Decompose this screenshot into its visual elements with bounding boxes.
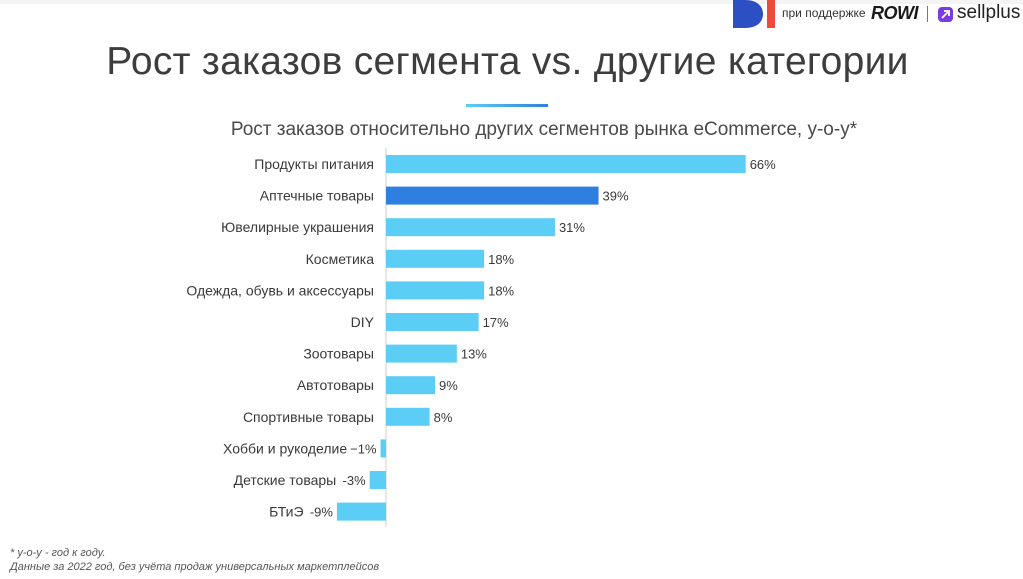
value-label-1: 39% bbox=[603, 189, 629, 204]
category-label-7: Автотовары bbox=[297, 377, 374, 393]
value-label-9: −1% bbox=[350, 441, 377, 456]
value-label-8: 8% bbox=[434, 410, 453, 425]
title-underline bbox=[466, 104, 548, 107]
category-label-5: DIY bbox=[351, 314, 375, 330]
chart-subtitle: Рост заказов относительно других сегмент… bbox=[230, 119, 858, 140]
bar-8 bbox=[386, 407, 430, 426]
value-label-5: 17% bbox=[483, 315, 509, 330]
sellplus-logo: sellplus bbox=[957, 2, 1021, 23]
bar-0 bbox=[386, 155, 746, 173]
bar-7 bbox=[386, 376, 436, 395]
bar-6 bbox=[386, 344, 457, 363]
value-label-4: 18% bbox=[488, 283, 514, 298]
bar-2 bbox=[386, 218, 555, 237]
value-label-10: -3% bbox=[343, 473, 367, 488]
category-label-3: Косметика bbox=[306, 251, 375, 267]
bar-10 bbox=[369, 471, 386, 489]
bar-5 bbox=[386, 313, 479, 331]
value-label-2: 31% bbox=[559, 220, 585, 235]
category-label-11: БТиЭ bbox=[269, 504, 303, 520]
bar-chart: 66% Продукты питания 39% Аптечные товары 31%… bbox=[186, 148, 776, 527]
value-label-7: 9% bbox=[439, 378, 458, 393]
value-label-11: -9% bbox=[310, 505, 334, 520]
bar-1 bbox=[386, 186, 599, 205]
support-text: при поддержке bbox=[782, 6, 866, 20]
value-label-0: 66% bbox=[750, 157, 776, 172]
category-label-6: Зоотовары bbox=[303, 346, 374, 362]
category-label-4: Одежда, обувь и аксессуары bbox=[186, 282, 374, 298]
value-label-3: 18% bbox=[488, 252, 514, 267]
category-label-9: Хобби и рукоделие bbox=[223, 440, 347, 456]
page-title: Рост заказов сегмента vs. другие категор… bbox=[106, 40, 909, 83]
category-label-0: Продукты питания bbox=[254, 156, 374, 172]
sellplus-arrow-icon bbox=[938, 7, 953, 22]
footnote-yoy: * у-о-у - год к году. bbox=[10, 547, 106, 559]
bar-11 bbox=[336, 502, 386, 521]
value-label-6: 13% bbox=[461, 347, 487, 362]
rowi-logo: ROWI bbox=[871, 3, 919, 23]
di-logo-icon bbox=[733, 0, 775, 28]
category-label-1: Аптечные товары bbox=[260, 188, 374, 204]
top-strip bbox=[0, 0, 1023, 4]
footnote-data-source: Данные за 2022 год, без учёта продаж уни… bbox=[10, 561, 380, 573]
category-label-10: Детские товары bbox=[234, 472, 337, 488]
category-label-2: Ювелирные украшения bbox=[221, 219, 374, 235]
bar-9 bbox=[380, 439, 386, 458]
category-label-8: Спортивные товары bbox=[243, 409, 374, 425]
logo-divider bbox=[927, 6, 928, 22]
bar-4 bbox=[386, 281, 485, 300]
bar-3 bbox=[386, 249, 485, 268]
